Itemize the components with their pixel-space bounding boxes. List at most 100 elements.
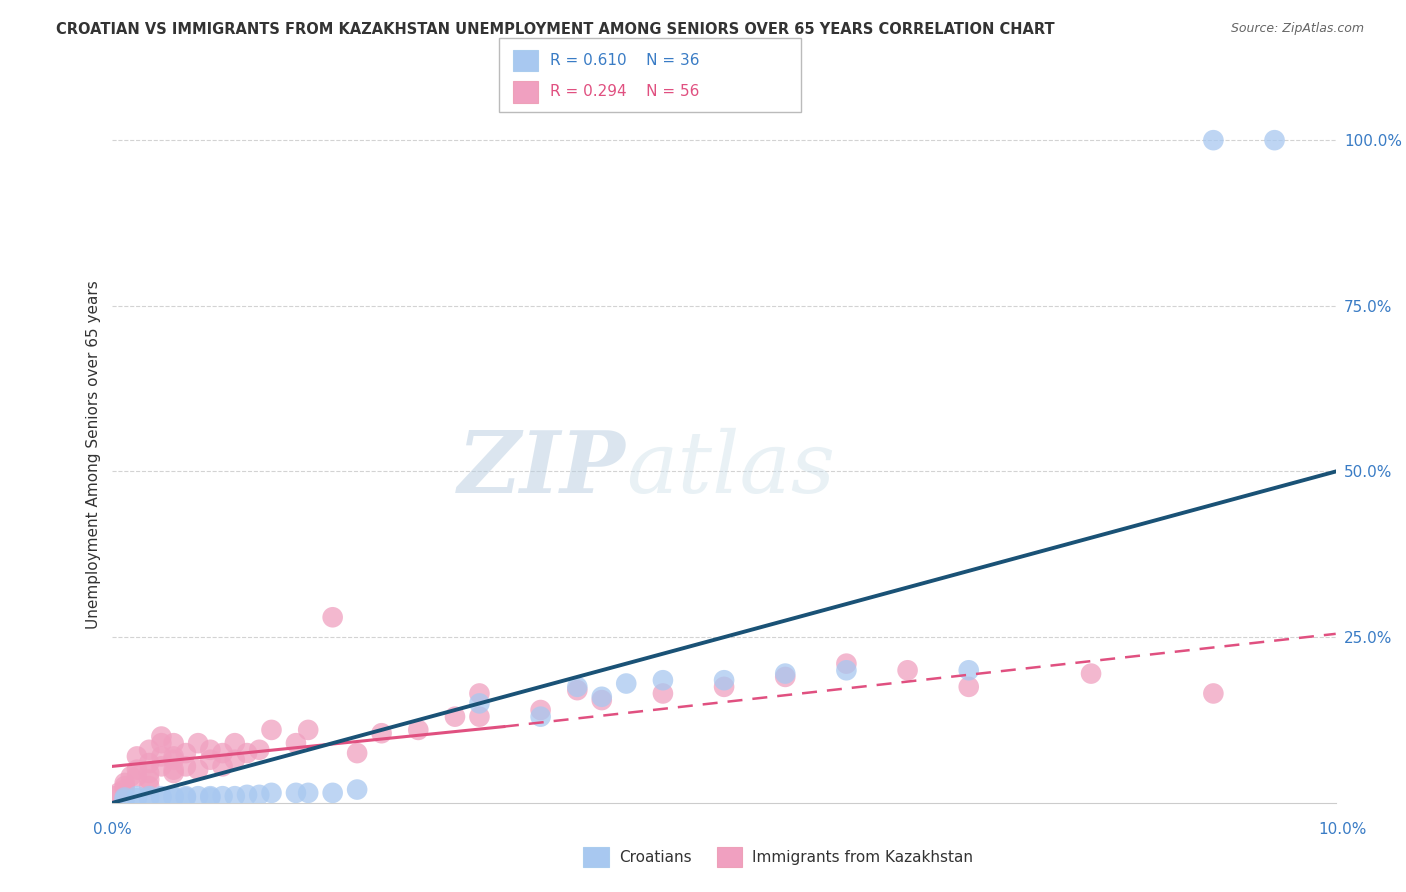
Point (260, 723, 283, 737)
Point (125, 763, 148, 777)
Text: CROATIAN VS IMMIGRANTS FROM KAZAKHSTAN UNEMPLOYMENT AMONG SENIORS OVER 65 YEARS : CROATIAN VS IMMIGRANTS FROM KAZAKHSTAN U… (56, 22, 1054, 37)
Point (652, 686, 675, 700)
Point (187, 763, 209, 777)
Point (284, 736, 308, 750)
Text: Immigrants from Kazakhstan: Immigrants from Kazakhstan (752, 850, 973, 864)
Text: R = 0.294    N = 56: R = 0.294 N = 56 (550, 85, 699, 99)
Point (163, 766, 186, 780)
Point (163, 753, 186, 767)
Point (591, 693, 613, 707)
Point (138, 743, 160, 757)
Point (567, 680, 589, 694)
Text: 0.0%: 0.0% (93, 822, 132, 837)
Point (138, 779, 160, 793)
Point (591, 690, 613, 704)
Point (138, 766, 160, 780)
Point (200, 743, 222, 757)
Point (163, 763, 186, 777)
Point (322, 610, 344, 624)
Point (614, 676, 637, 690)
Text: 10.0%: 10.0% (1319, 822, 1367, 837)
Point (297, 723, 319, 737)
Point (713, 680, 735, 694)
Point (224, 753, 246, 767)
Point (1202, 686, 1225, 700)
Point (125, 791, 148, 805)
Point (107, 786, 129, 800)
Point (1264, 133, 1286, 147)
Point (174, 759, 197, 773)
Point (284, 786, 308, 800)
Point (187, 789, 209, 804)
Point (775, 670, 797, 684)
Point (211, 759, 233, 773)
Point (120, 769, 142, 783)
Point (138, 756, 160, 770)
Point (468, 686, 491, 700)
Point (150, 749, 173, 764)
Point (468, 697, 491, 711)
Point (260, 786, 283, 800)
Point (247, 743, 270, 757)
Point (322, 786, 344, 800)
Point (150, 789, 173, 804)
Point (163, 790, 186, 805)
Point (125, 789, 148, 804)
Point (297, 786, 319, 800)
Point (200, 753, 222, 767)
Point (224, 736, 246, 750)
Point (530, 703, 553, 717)
Point (114, 776, 136, 790)
Point (652, 673, 675, 688)
Point (247, 788, 270, 802)
Point (346, 782, 368, 797)
Point (775, 666, 797, 681)
Point (187, 736, 209, 750)
Point (150, 790, 173, 805)
Point (150, 730, 173, 744)
Point (897, 663, 920, 677)
Point (200, 790, 222, 805)
Point (114, 782, 136, 797)
Point (163, 789, 186, 804)
Text: atlas: atlas (626, 427, 835, 510)
Point (713, 673, 735, 688)
Point (408, 723, 430, 737)
Point (236, 746, 259, 760)
Point (957, 663, 980, 677)
Point (163, 736, 186, 750)
Point (104, 789, 127, 804)
Point (211, 789, 233, 804)
Point (114, 790, 136, 805)
Point (1080, 666, 1102, 681)
Text: Croatians: Croatians (619, 850, 692, 864)
Point (138, 789, 160, 804)
Point (1202, 133, 1225, 147)
Point (138, 772, 160, 787)
Point (114, 779, 136, 793)
Point (444, 709, 467, 723)
Point (236, 788, 259, 802)
Point (567, 683, 589, 698)
Text: R = 0.610    N = 36: R = 0.610 N = 36 (550, 54, 699, 68)
Point (530, 709, 553, 723)
Point (835, 657, 858, 671)
Point (468, 709, 491, 723)
Point (174, 746, 197, 760)
Point (835, 663, 858, 677)
Y-axis label: Unemployment Among Seniors over 65 years: Unemployment Among Seniors over 65 years (86, 281, 101, 629)
Point (114, 792, 136, 806)
Point (174, 790, 197, 805)
Point (150, 736, 173, 750)
Point (138, 791, 160, 805)
Point (957, 680, 980, 694)
Point (346, 746, 368, 760)
Point (200, 789, 222, 804)
Point (224, 789, 246, 804)
Point (174, 789, 197, 804)
Text: Source: ZipAtlas.com: Source: ZipAtlas.com (1230, 22, 1364, 36)
Point (163, 749, 186, 764)
Point (370, 726, 392, 740)
Point (125, 769, 148, 783)
Point (150, 759, 173, 773)
